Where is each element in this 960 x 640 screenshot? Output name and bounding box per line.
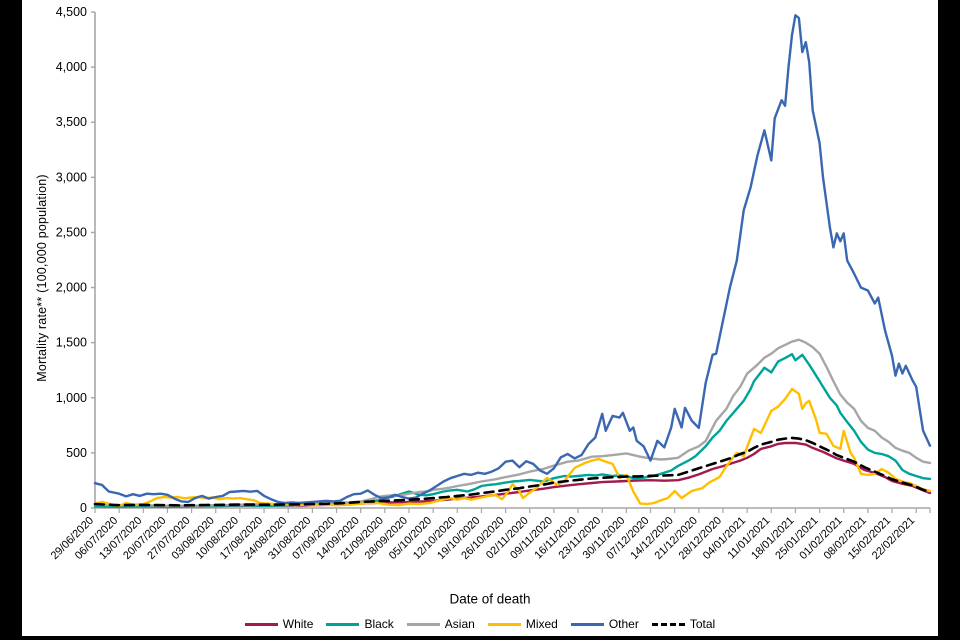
legend-label-mixed: Mixed (525, 617, 558, 631)
svg-text:3,500: 3,500 (56, 115, 87, 129)
svg-text:500: 500 (66, 446, 87, 460)
svg-text:1,000: 1,000 (56, 391, 87, 405)
legend-swatch-black (326, 622, 360, 626)
legend-label-other: Other (608, 617, 639, 631)
legend-label-total: Total (689, 617, 716, 631)
legend-item-total: Total (651, 617, 716, 631)
legend-label-white: White (282, 617, 314, 631)
svg-text:1,500: 1,500 (56, 336, 87, 350)
legend-swatch-mixed (487, 622, 521, 626)
series-line-other (93, 14, 932, 505)
legend-label-black: Black (364, 617, 394, 631)
legend-label-asian: Asian (444, 617, 475, 631)
chart-legend: White Black Asian Mixed Other Total (22, 616, 938, 632)
legend-item-asian: Asian (406, 617, 475, 631)
legend-item-other: Other (570, 617, 639, 631)
x-axis-title: Date of death (449, 591, 531, 607)
svg-text:2,000: 2,000 (56, 281, 87, 295)
svg-text:3,000: 3,000 (56, 170, 87, 184)
y-axis-title: Mortality rate** (100,000 population) (35, 174, 49, 382)
legend-swatch-asian (406, 622, 440, 626)
svg-text:4,500: 4,500 (56, 5, 87, 19)
series-line-mixed (93, 387, 932, 507)
legend-item-white: White (244, 617, 314, 631)
series-line-total (93, 436, 932, 507)
x-axis-tick-labels: 29/06/202006/07/202013/07/202020/07/2020… (49, 508, 931, 562)
axes (94, 12, 930, 509)
legend-item-mixed: Mixed (487, 617, 558, 631)
svg-text:4,000: 4,000 (56, 60, 87, 74)
legend-swatch-white (244, 622, 278, 626)
y-axis-tick-labels: 0 500 1,000 1,500 2,000 2,500 3,000 3,500 4,000 4… (56, 5, 95, 515)
legend-item-black: Black (326, 617, 394, 631)
svg-text:2,500: 2,500 (56, 225, 87, 239)
legend-swatch-total (651, 622, 685, 626)
series-lines (93, 14, 932, 509)
svg-text:0: 0 (80, 501, 87, 515)
legend-swatch-other (570, 622, 604, 626)
